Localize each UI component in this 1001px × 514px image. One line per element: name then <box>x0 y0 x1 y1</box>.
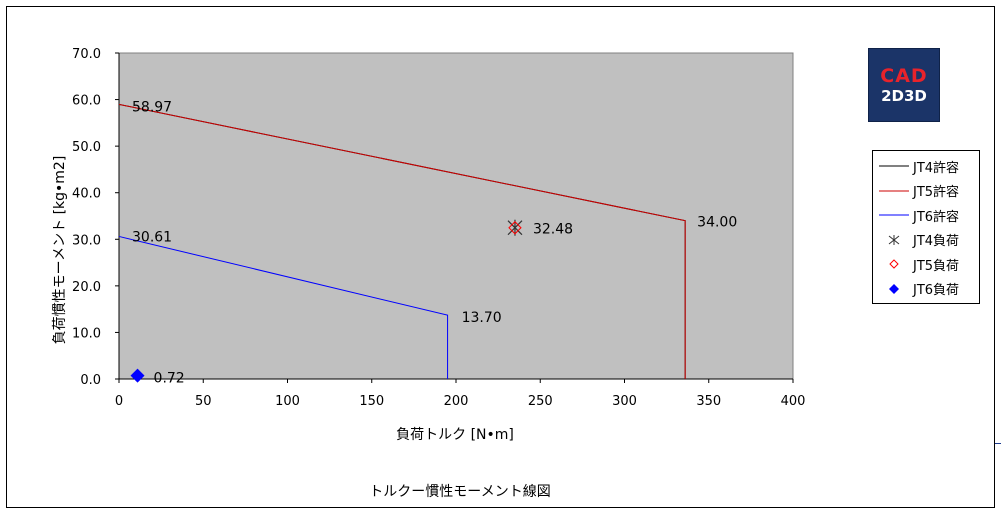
series-marker-filled-diamond <box>130 368 145 383</box>
series-line-3 <box>118 235 449 379</box>
logo-line2: 2D3D <box>881 87 927 105</box>
legend-line-blue-icon <box>873 208 909 222</box>
legend-line-red-icon <box>873 184 909 198</box>
data-label: 30.61 <box>132 229 172 245</box>
x-tick-label: 150 <box>359 394 384 409</box>
legend-star-icon <box>873 233 909 247</box>
x-tick-label: 400 <box>781 394 806 409</box>
legend-item-jt4-allow: JT4許容 <box>873 154 979 179</box>
y-axis-label: 負荷慣性モーメント [kg•m2] <box>51 156 68 345</box>
logo-line1: CAD <box>880 65 928 87</box>
y-tick-label: 20.0 <box>72 280 101 295</box>
legend-line-black-icon <box>873 159 909 173</box>
edge-divider <box>995 443 1001 444</box>
legend-label: JT5許容 <box>913 185 960 201</box>
x-tick-label: 350 <box>696 394 721 409</box>
legend-filled-diamond-icon <box>873 282 909 296</box>
cad-2d3d-logo: CAD 2D3D <box>868 48 940 122</box>
plot-area <box>118 52 794 380</box>
data-label: 0.72 <box>154 371 185 387</box>
x-tick-label: 50 <box>195 394 212 409</box>
series-line-2 <box>118 103 686 379</box>
legend-item-jt5-allow: JT5許容 <box>873 179 979 204</box>
x-axis-label: 負荷トルク [N•m] <box>396 427 514 443</box>
data-label: 13.70 <box>462 310 502 326</box>
x-tick-label: 300 <box>612 394 637 409</box>
legend-label: JT4許容 <box>913 160 960 176</box>
legend-open-diamond-icon <box>873 257 909 271</box>
x-tick-label: 250 <box>528 394 553 409</box>
data-label: 32.48 <box>533 222 573 238</box>
legend-item-jt4-load: JT4負荷 <box>873 228 979 253</box>
legend-label: JT6負荷 <box>913 283 960 299</box>
series-marker-open-diamond <box>508 221 522 235</box>
chart-title: トルクー慣性モーメント線図 <box>369 484 551 500</box>
x-tick-label: 100 <box>275 394 300 409</box>
y-tick-label: 10.0 <box>72 326 101 341</box>
data-label: 58.97 <box>132 99 172 115</box>
legend-label: JT6許容 <box>913 209 960 225</box>
legend-label: JT4負荷 <box>913 234 960 250</box>
y-tick-label: 60.0 <box>72 94 101 109</box>
x-tick-label: 200 <box>444 394 469 409</box>
y-tick-label: 70.0 <box>72 47 101 62</box>
y-tick-label: 30.0 <box>72 233 101 248</box>
data-label: 34.00 <box>697 215 737 231</box>
x-tick-label: 0 <box>115 394 123 409</box>
legend: JT4許容 JT5許容 JT6許容 JT4負荷 JT5負荷 <box>872 150 980 304</box>
y-tick-label: 50.0 <box>72 140 101 155</box>
legend-label: JT5負荷 <box>913 258 960 274</box>
legend-item-jt6-load: JT6負荷 <box>873 277 979 302</box>
legend-item-jt5-load: JT5負荷 <box>873 252 979 277</box>
legend-item-jt6-allow: JT6許容 <box>873 203 979 228</box>
y-tick-label: 0.0 <box>80 373 101 388</box>
y-tick-label: 40.0 <box>72 187 101 202</box>
